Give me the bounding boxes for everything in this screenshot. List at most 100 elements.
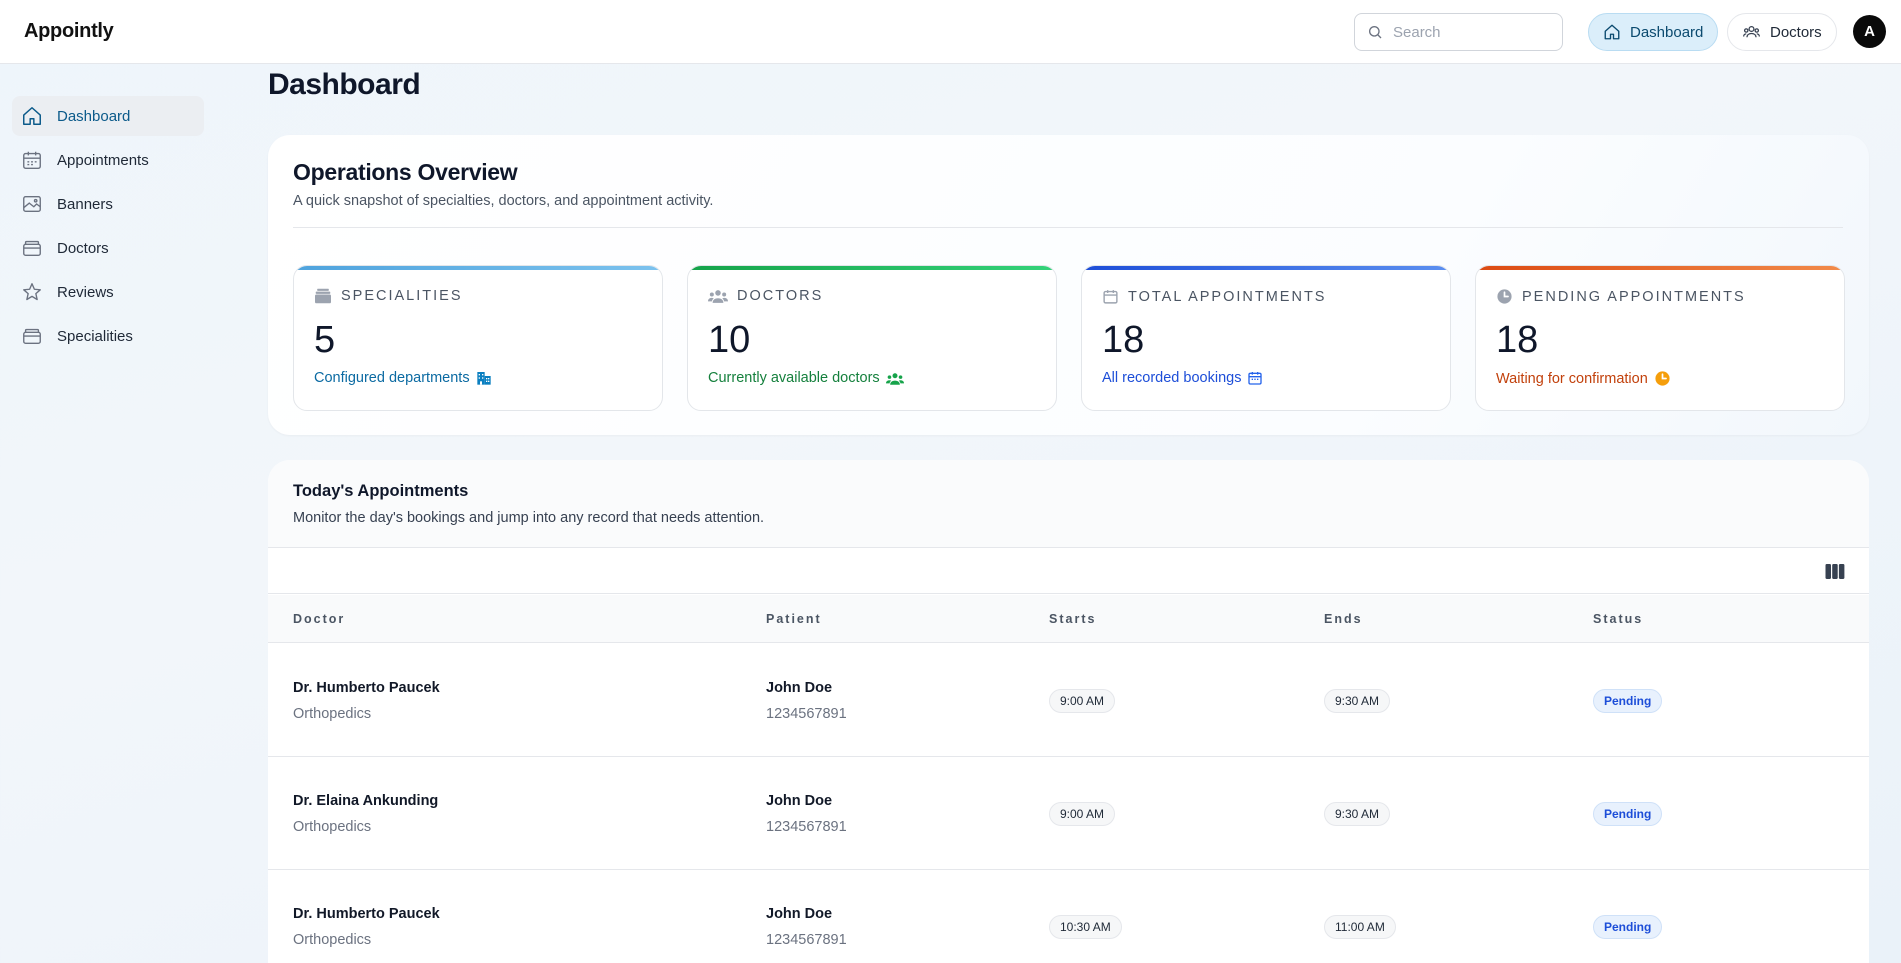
end-time: 9:30 AM <box>1324 689 1391 713</box>
box-icon <box>23 328 41 345</box>
clock-icon <box>1497 289 1512 304</box>
sidebar-item-label: Doctors <box>57 239 109 257</box>
patient-phone: 1234567891 <box>766 819 847 835</box>
stat-note: Currently available doctors <box>708 370 904 386</box>
top-bar: Appointly Dashboard Doctors A <box>0 0 1901 64</box>
end-time: 9:30 AM <box>1324 802 1391 826</box>
calendar-icon <box>23 151 41 169</box>
star-icon <box>23 283 41 301</box>
doctor-speciality: Orthopedics <box>293 932 372 948</box>
sidebar-item-reviews[interactable]: Reviews <box>12 272 204 312</box>
stat-card-specialities[interactable]: Specialities 5 Configured departments <box>293 265 663 411</box>
doctor-speciality: Orthopedics <box>293 819 372 835</box>
users-icon <box>885 372 904 385</box>
stat-accent-bar <box>688 266 1056 270</box>
image-icon <box>23 195 41 213</box>
users-icon <box>1742 25 1761 38</box>
appointments-subtitle: Monitor the day's bookings and jump into… <box>293 510 765 526</box>
stat-accent-bar <box>1082 266 1450 270</box>
header-doctors-label: Doctors <box>1770 23 1822 41</box>
sidebar-item-doctors[interactable]: Doctors <box>12 228 204 268</box>
start-time: 10:30 AM <box>1049 915 1122 939</box>
building-icon <box>476 372 491 385</box>
sidebar-item-appointments[interactable]: Appointments <box>12 140 204 180</box>
avatar[interactable]: A <box>1853 15 1886 48</box>
overview-title: Operations Overview <box>293 159 518 185</box>
column-header-ends[interactable]: Ends <box>1324 612 1363 626</box>
sidebar-item-dashboard[interactable]: Dashboard <box>12 96 204 136</box>
search-icon <box>1369 26 1382 39</box>
users-icon <box>708 290 728 303</box>
header-doctors-button[interactable]: Doctors <box>1727 13 1837 51</box>
patient-phone: 1234567891 <box>766 706 847 722</box>
stat-value: 18 <box>1102 319 1145 361</box>
doctor-name[interactable]: Dr. Humberto Paucek <box>293 680 440 696</box>
column-header-doctor[interactable]: Doctor <box>293 612 346 626</box>
stat-value: 10 <box>708 319 751 361</box>
brand-logo[interactable]: Appointly <box>24 20 114 42</box>
calendar-icon <box>1103 290 1118 304</box>
start-time: 9:00 AM <box>1049 689 1116 713</box>
search-input[interactable] <box>1393 23 1543 41</box>
table-row[interactable]: Dr. Humberto Paucek Orthopedics John Doe… <box>268 870 1869 963</box>
sidebar: Dashboard Appointments Banners Doctors R… <box>12 96 204 360</box>
stat-accent-bar <box>294 266 662 270</box>
table-header: Doctor Patient Starts Ends Status <box>268 595 1869 643</box>
doctor-name[interactable]: Dr. Humberto Paucek <box>293 906 440 922</box>
sidebar-item-label: Appointments <box>57 151 149 169</box>
sidebar-item-banners[interactable]: Banners <box>12 184 204 224</box>
status-badge: Pending <box>1593 802 1663 826</box>
header-dashboard-label: Dashboard <box>1630 23 1704 41</box>
status-badge: Pending <box>1593 689 1663 713</box>
box-icon <box>23 240 41 257</box>
stack-icon <box>315 288 331 304</box>
stat-card-total-appointments[interactable]: Total Appointments 18 All recorded booki… <box>1081 265 1451 411</box>
column-header-starts[interactable]: Starts <box>1049 612 1097 626</box>
sidebar-item-specialities[interactable]: Specialities <box>12 316 204 356</box>
table-toolbar <box>268 549 1869 594</box>
stat-accent-bar <box>1476 266 1844 270</box>
patient-phone: 1234567891 <box>766 932 847 948</box>
calendar-icon <box>1248 372 1263 385</box>
stat-label: Doctors <box>708 288 823 304</box>
doctor-speciality: Orthopedics <box>293 706 372 722</box>
stat-value: 5 <box>314 319 336 361</box>
stat-label: Total Appointments <box>1102 288 1326 305</box>
stat-value: 18 <box>1496 319 1539 361</box>
page-title: Dashboard <box>268 68 421 101</box>
sidebar-item-label: Dashboard <box>57 107 131 125</box>
sidebar-item-label: Banners <box>57 195 113 213</box>
overview-subtitle: A quick snapshot of specialties, doctors… <box>293 193 714 209</box>
start-time: 9:00 AM <box>1049 802 1116 826</box>
stat-card-pending-appointments[interactable]: Pending Appointments 18 Waiting for conf… <box>1475 265 1845 411</box>
sidebar-item-label: Reviews <box>57 283 114 301</box>
doctor-name[interactable]: Dr. Elaina Ankunding <box>293 793 439 809</box>
appointments-header: Today's Appointments Monitor the day's b… <box>268 460 1869 548</box>
divider <box>293 227 1843 228</box>
column-header-status[interactable]: Status <box>1593 612 1644 626</box>
end-time: 11:00 AM <box>1324 915 1396 939</box>
stat-note: Configured departments <box>314 370 492 386</box>
sidebar-item-label: Specialities <box>57 327 133 345</box>
patient-name[interactable]: John Doe <box>766 906 833 922</box>
todays-appointments-card: Today's Appointments Monitor the day's b… <box>268 460 1869 963</box>
home-icon <box>23 107 41 125</box>
table-row[interactable]: Dr. Elaina Ankunding Orthopedics John Do… <box>268 757 1869 870</box>
home-icon <box>1604 24 1620 40</box>
patient-name[interactable]: John Doe <box>766 793 833 809</box>
column-header-patient[interactable]: Patient <box>766 612 822 626</box>
clock-icon <box>1655 371 1670 386</box>
stat-note: Waiting for confirmation <box>1496 370 1671 387</box>
stat-card-doctors[interactable]: Doctors 10 Currently available doctors <box>687 265 1057 411</box>
header-dashboard-button[interactable]: Dashboard <box>1588 13 1719 51</box>
search-box[interactable] <box>1354 13 1563 51</box>
patient-name[interactable]: John Doe <box>766 680 833 696</box>
appointments-title: Today's Appointments <box>293 482 469 500</box>
stat-label: Pending Appointments <box>1496 288 1746 305</box>
columns-icon[interactable] <box>1825 563 1845 580</box>
status-badge: Pending <box>1593 915 1663 939</box>
operations-overview-card: Operations Overview A quick snapshot of … <box>268 135 1869 435</box>
stat-label: Specialities <box>314 288 463 304</box>
stat-note: All recorded bookings <box>1102 370 1263 386</box>
table-row[interactable]: Dr. Humberto Paucek Orthopedics John Doe… <box>268 644 1869 757</box>
